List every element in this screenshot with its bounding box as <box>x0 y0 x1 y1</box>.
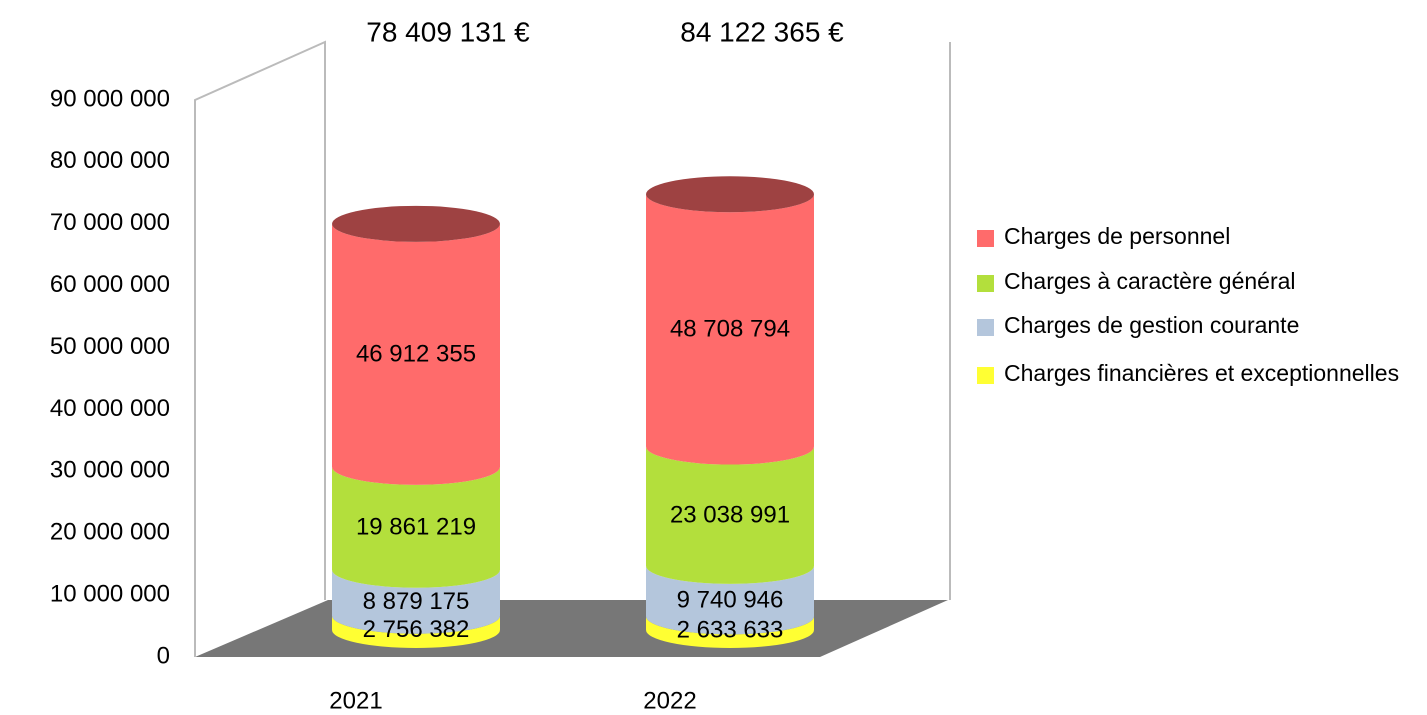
value-label: 9 740 946 <box>677 586 784 613</box>
bar-segment <box>332 615 500 648</box>
total-label: 78 409 131 € <box>366 16 530 47</box>
y-tick-label: 30 000 000 <box>50 457 170 484</box>
value-label: 46 912 355 <box>356 341 476 368</box>
bar-segment <box>646 616 814 648</box>
bar-segment <box>646 565 814 635</box>
y-tick-label: 20 000 000 <box>50 519 170 546</box>
legend-label: Charges de personnel <box>1004 223 1230 249</box>
value-label: 48 708 794 <box>670 316 790 343</box>
y-tick-label: 40 000 000 <box>50 395 170 422</box>
legend-swatch <box>977 275 994 292</box>
legend-label: Charges financières et exceptionnelles <box>1004 360 1399 386</box>
floor <box>195 600 948 657</box>
legend-label: Charges de gestion courante <box>1004 312 1299 338</box>
total-label: 84 122 365 € <box>680 16 844 47</box>
value-label: 8 879 175 <box>363 588 470 615</box>
left-wall <box>194 40 326 657</box>
value-label: 23 038 991 <box>670 502 790 529</box>
legend-swatch <box>977 319 994 336</box>
y-tick-label: 10 000 000 <box>50 580 170 607</box>
bar-segment <box>332 466 500 588</box>
bar-segment <box>332 569 500 634</box>
bar-segment <box>332 223 500 485</box>
y-tick-label: 70 000 000 <box>50 209 170 236</box>
legend-swatch <box>977 367 994 384</box>
legend-swatch <box>977 230 994 247</box>
y-tick-label: 60 000 000 <box>50 271 170 298</box>
x-tick-label: 2022 <box>643 687 696 714</box>
value-label: 2 633 633 <box>677 617 784 644</box>
y-tick-label: 0 <box>157 642 170 669</box>
value-label: 2 756 382 <box>363 616 470 643</box>
bar-segment <box>646 194 814 465</box>
bar-top <box>332 205 500 242</box>
legend-label: Charges à caractère général <box>1004 268 1296 294</box>
y-tick-label: 90 000 000 <box>50 85 170 112</box>
x-tick-label: 2021 <box>329 687 382 714</box>
y-tick-label: 50 000 000 <box>50 333 170 360</box>
y-tick-label: 80 000 000 <box>50 147 170 174</box>
bar-top <box>646 176 814 213</box>
bar-segment <box>646 446 814 584</box>
value-label: 19 861 219 <box>356 514 476 541</box>
